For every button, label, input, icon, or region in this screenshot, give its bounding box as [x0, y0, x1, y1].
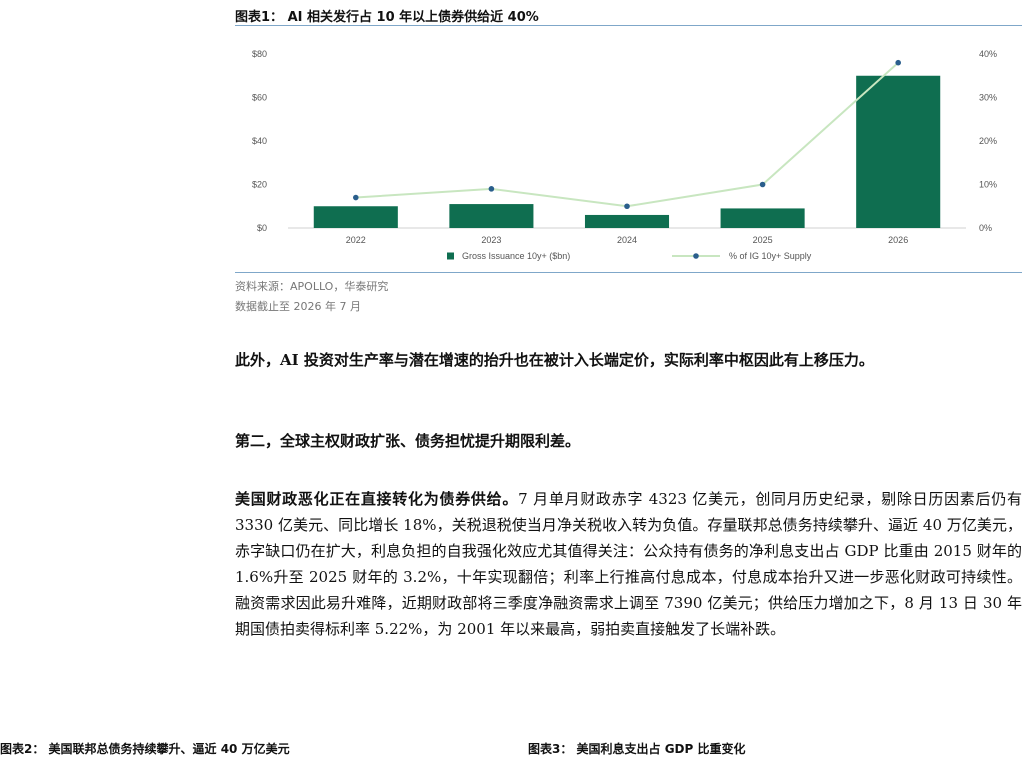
paragraph-us-fiscal: 美国财政恶化正在直接转化为债券供给。7 月单月财政赤字 4323 亿美元，创同月… — [235, 486, 1022, 642]
line-point — [895, 59, 901, 66]
y-right-tick-label: 10% — [979, 180, 997, 190]
y-left-tick-label: $20 — [252, 180, 267, 190]
x-tick-label: 2023 — [481, 235, 501, 245]
x-tick-label: 2022 — [346, 235, 366, 245]
legend-swatch-marker — [693, 253, 699, 259]
issuance-chart: $0 $20 $40 $60 $80 0% 10% 20% 30% 40% 2022 2023 2024… — [252, 49, 997, 261]
legend-swatch-bar — [447, 252, 454, 260]
x-tick-label: 2025 — [753, 235, 773, 245]
y-right-tick-label: 30% — [979, 93, 997, 103]
paragraph-lead: 美国财政恶化正在直接转化为债券供给。 — [235, 490, 519, 508]
series-line — [355, 61, 899, 208]
y-right-tick-label: 20% — [979, 136, 997, 146]
line-point — [353, 194, 359, 201]
y-left-tick-label: $40 — [252, 136, 267, 146]
line-point — [759, 181, 766, 188]
figure-source: 资料来源：APOLLO，华泰研究 — [235, 280, 389, 293]
x-tick-label: 2024 — [617, 235, 637, 245]
figure-data-date: 数据截止至 2026 年 7 月 — [235, 300, 361, 313]
line-point — [624, 203, 630, 210]
x-tick-label: 2026 — [888, 235, 908, 245]
bar — [313, 206, 398, 228]
bar — [584, 214, 670, 228]
legend-label-bar: Gross Issuance 10y+ ($bn) — [462, 251, 570, 261]
line-point — [488, 186, 495, 192]
bar — [856, 75, 941, 228]
y-left-tick-label: $60 — [252, 93, 267, 103]
y-right-tick-label: 40% — [979, 49, 997, 59]
figure-top-rule — [235, 25, 1022, 26]
figure-bottom-rule — [235, 272, 1022, 273]
y-left-tick-label: $80 — [252, 49, 267, 59]
legend-label-line: % of IG 10y+ Supply — [729, 251, 812, 261]
paragraph-body: 7 月单月财政赤字 4323 亿美元，创同月历史纪录，剔除日历因素后仍有 333… — [235, 490, 1022, 638]
paragraph-fiscal-expansion: 第二，全球主权财政扩张、债务担忧提升期限利差。 — [235, 432, 581, 450]
y-right-tick-label: 0% — [979, 223, 992, 233]
bar — [449, 204, 534, 228]
y-left-tick-label: $0 — [257, 223, 267, 233]
paragraph-ai-productivity: 此外，AI 投资对生产率与潜在增速的抬升也在被计入长端定价，实际利率中枢因此有上… — [235, 351, 874, 369]
bar — [720, 208, 805, 228]
figure-title: 图表1： AI 相关发行占 10 年以上债券供给近 40% — [235, 10, 539, 25]
